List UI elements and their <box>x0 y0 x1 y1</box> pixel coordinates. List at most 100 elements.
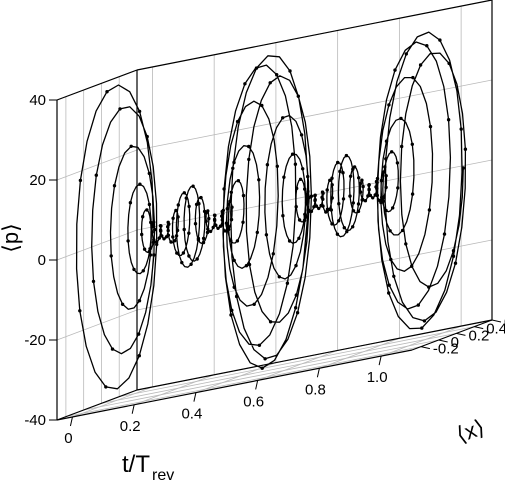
trajectory-point <box>257 343 262 347</box>
trajectory-point <box>306 174 310 179</box>
trajectory-point <box>375 193 379 198</box>
back-wall-gridline <box>136 79 493 151</box>
trajectory-point <box>225 207 229 211</box>
trajectory-point <box>363 199 368 203</box>
trajectory-point <box>175 228 180 233</box>
trajectory-point <box>325 188 329 192</box>
trajectory-point <box>187 254 191 258</box>
trajectory-point <box>260 366 264 370</box>
trajectory-point <box>216 226 220 230</box>
trajectory-point <box>247 262 252 267</box>
x-tick-mark <box>131 404 135 414</box>
trajectory-point <box>204 211 208 215</box>
trajectory-point <box>126 239 130 243</box>
frame-edge <box>56 69 138 101</box>
trajectory-point <box>142 247 147 251</box>
trajectory-point <box>389 257 393 262</box>
trajectory-point <box>384 174 388 178</box>
trajectory-point <box>150 230 154 234</box>
trajectory-point <box>384 185 388 190</box>
trajectory-point <box>411 75 415 80</box>
trajectory-point <box>295 311 300 315</box>
trajectory-point <box>281 214 285 218</box>
trajectory-point <box>112 184 117 188</box>
y-tick-mark <box>456 332 466 336</box>
trajectory-point <box>162 237 166 241</box>
trajectory-point <box>293 162 298 166</box>
trajectory-point <box>181 251 186 255</box>
trajectory-point <box>446 118 451 122</box>
trajectory-point <box>307 195 311 200</box>
trajectory-point <box>235 119 240 124</box>
trajectory-point <box>282 175 286 179</box>
trajectory-point <box>78 178 83 183</box>
trajectory-point <box>182 227 186 232</box>
trajectory-point <box>422 319 427 323</box>
trajectory-point <box>338 169 342 174</box>
trajectory-point <box>275 73 279 77</box>
trajectory-point <box>371 196 375 200</box>
trajectory-point <box>329 208 333 212</box>
trajectory-point <box>229 190 233 194</box>
trajectory-point <box>325 207 330 211</box>
trajectory-point <box>374 179 379 184</box>
trajectory-point <box>275 164 279 168</box>
trajectory-point <box>229 313 233 317</box>
trajectory-point <box>229 239 233 243</box>
trajectory-line <box>75 31 467 390</box>
trajectory-point <box>201 240 206 245</box>
trajectory-point <box>356 202 361 206</box>
trajectory-point <box>420 326 424 330</box>
trajectory-point <box>151 240 156 245</box>
trajectory-point <box>247 157 251 162</box>
trajectory-point <box>176 203 180 207</box>
trajectory-point <box>348 194 352 198</box>
trajectory-point <box>148 253 153 257</box>
trajectory-point <box>290 152 295 156</box>
trajectory-point <box>314 204 319 208</box>
trajectory-point <box>288 69 292 73</box>
trajectory-point <box>137 332 141 336</box>
trajectory-point <box>110 347 115 351</box>
trajectory-point <box>285 281 290 285</box>
trajectory-point <box>451 249 456 253</box>
trajectory-point <box>438 38 442 42</box>
trajectory-point <box>384 139 389 143</box>
trajectory-point <box>169 240 173 244</box>
frame-edge <box>56 349 413 421</box>
trajectory-point <box>187 231 191 235</box>
trajectory-point <box>287 239 292 243</box>
trajectory-point <box>199 195 203 200</box>
z-tick-label: -20 <box>24 332 46 349</box>
y-tick-mark <box>474 326 484 330</box>
trajectory-point <box>416 303 420 307</box>
trajectory-point <box>220 214 224 218</box>
floor-gridline <box>65 346 421 418</box>
trajectory-point <box>459 127 463 131</box>
trajectory-point <box>358 181 363 186</box>
trajectory-point <box>175 251 179 255</box>
trajectory-point <box>171 235 175 239</box>
trajectory-point <box>78 309 82 313</box>
trajectory-point <box>195 257 199 261</box>
floor-gridline <box>134 374 215 406</box>
trajectory-point <box>330 183 334 187</box>
trajectory-point <box>166 228 170 233</box>
trajectory-point <box>224 221 229 225</box>
trajectory-point <box>150 222 154 226</box>
trajectory-point <box>367 183 371 187</box>
trajectory-point <box>330 222 334 226</box>
trajectory-point <box>390 150 394 154</box>
trajectory-point <box>176 215 180 219</box>
trajectory-point <box>208 229 213 234</box>
trajectory-point <box>392 274 396 278</box>
y-tick-mark <box>438 339 448 343</box>
trajectory-point <box>151 224 156 229</box>
trajectory <box>75 31 468 390</box>
trajectory-point <box>207 216 211 221</box>
trajectory-point <box>220 218 224 222</box>
trajectory-point <box>226 225 231 229</box>
trajectory-point <box>247 144 251 149</box>
trajectory-point <box>375 176 380 181</box>
trajectory-point <box>141 215 145 219</box>
